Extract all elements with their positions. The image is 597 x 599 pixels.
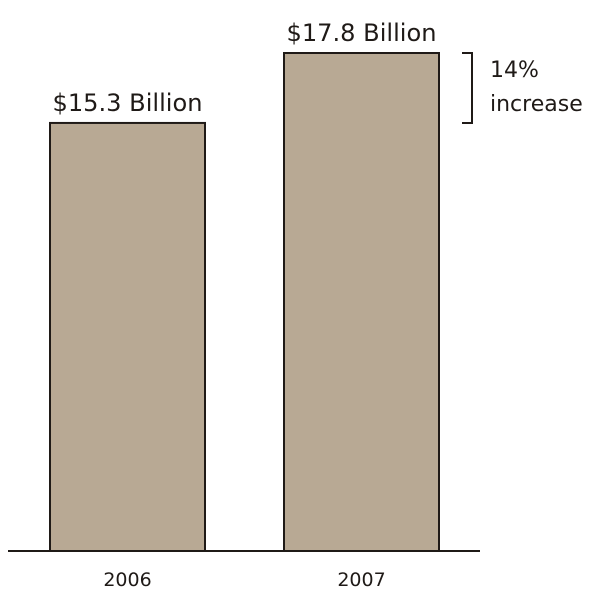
x-tick-label-2007: 2007 — [337, 569, 385, 591]
increase-annotation-percent: 14% — [490, 58, 539, 83]
x-tick-label-2006: 2006 — [103, 569, 151, 591]
value-label-2006: $15.3 Billion — [53, 89, 203, 117]
bar-2006 — [49, 121, 206, 552]
value-labels-group: $15.3 Billion $17.8 Billion — [53, 19, 437, 117]
bars-group — [49, 52, 440, 552]
x-tick-labels-group: 2006 2007 — [103, 569, 385, 591]
increase-bracket — [462, 52, 473, 124]
value-label-2007: $17.8 Billion — [287, 19, 437, 47]
increase-annotation-text: increase — [490, 92, 583, 117]
bar-2007 — [283, 52, 440, 552]
